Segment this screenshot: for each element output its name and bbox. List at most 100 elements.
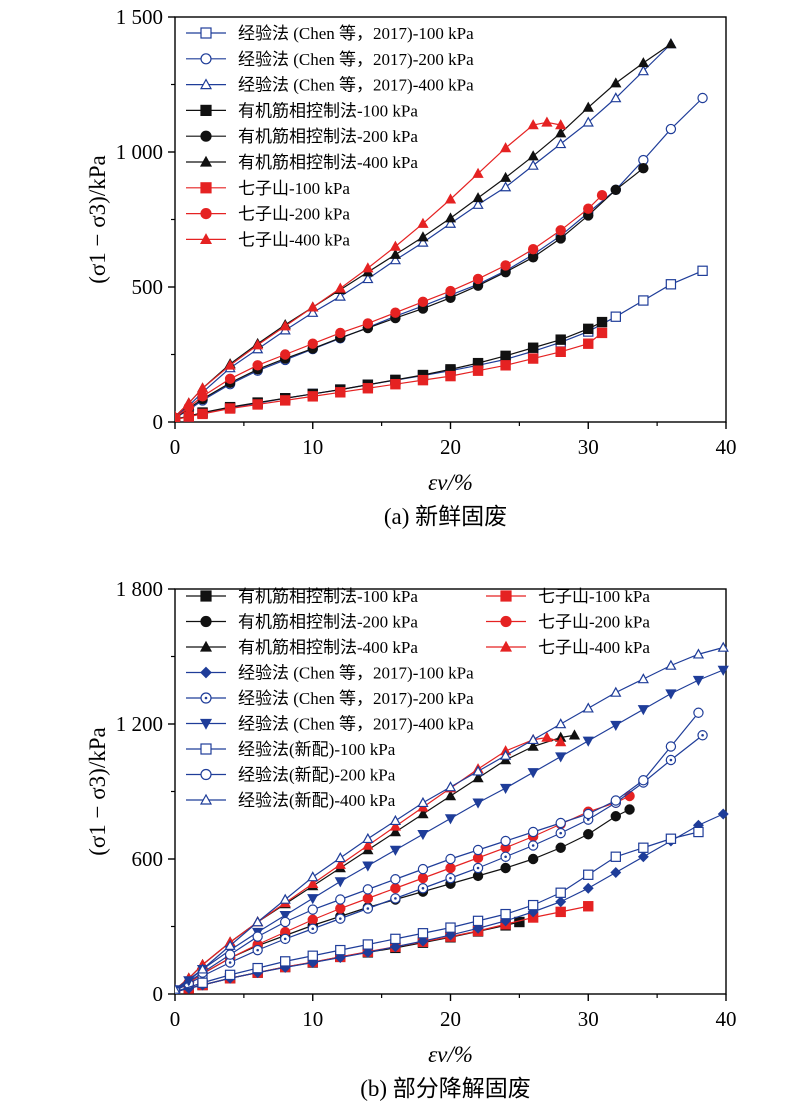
legend-marker <box>199 793 213 805</box>
data-point <box>252 360 263 371</box>
data-point-dot <box>449 876 452 880</box>
legend-label: 七子山-200 kPa <box>238 205 350 224</box>
legend-marker <box>200 53 212 65</box>
data-point <box>334 852 346 863</box>
data-point <box>307 950 318 961</box>
data-point <box>417 374 429 386</box>
data-point <box>224 373 236 384</box>
data-point <box>175 410 181 421</box>
data-point <box>224 939 236 950</box>
data-point-dot <box>421 886 425 890</box>
data-point <box>335 387 346 398</box>
data-point <box>362 839 374 850</box>
data-point <box>637 705 649 716</box>
data-point <box>527 119 539 130</box>
data-point <box>717 665 729 676</box>
x-tick-label: 10 <box>302 435 323 459</box>
data-point <box>389 254 402 265</box>
data-point <box>334 290 346 301</box>
plot-area <box>175 641 729 994</box>
data-point <box>417 863 429 875</box>
legend-marker <box>199 155 213 167</box>
data-point <box>637 673 649 684</box>
data-point <box>362 383 374 394</box>
data-point <box>500 862 511 874</box>
data-point <box>444 193 457 204</box>
data-point <box>252 931 263 942</box>
data-point <box>417 808 429 819</box>
legend-marker <box>200 208 212 220</box>
data-point <box>637 57 649 68</box>
data-point <box>175 983 181 994</box>
data-point <box>555 736 567 747</box>
data-point <box>583 338 594 349</box>
data-point <box>197 408 208 420</box>
legend-label: 有机筋相控制法-200 kPa <box>238 613 418 632</box>
data-point <box>196 963 209 974</box>
data-point <box>472 772 484 783</box>
data-point <box>390 307 401 318</box>
data-point <box>583 323 594 335</box>
data-point <box>472 798 484 809</box>
legend-item: 有机筋相控制法-200 kPa <box>186 127 418 146</box>
data-point <box>390 933 401 945</box>
legend-marker <box>200 130 212 142</box>
y-tick-label: 1 500 <box>116 5 163 29</box>
data-point <box>665 833 677 844</box>
data-point <box>610 867 622 878</box>
series-5 <box>175 162 649 422</box>
data-point <box>362 318 374 329</box>
data-point <box>527 342 539 353</box>
data-point <box>472 167 484 178</box>
data-point <box>472 844 484 856</box>
x-tick-label: 0 <box>170 1007 181 1031</box>
x-tick-label: 30 <box>578 1007 599 1031</box>
x-axis-label: εv/% <box>428 470 473 495</box>
legend-item: 七子山-400 kPa <box>486 638 650 657</box>
chart-caption: (b) 部分降解固废 <box>360 1076 531 1101</box>
data-point <box>279 910 291 922</box>
legend-marker <box>200 27 212 39</box>
data-point <box>307 306 319 317</box>
legend-item: 七子山-100 kPa <box>186 179 350 198</box>
data-point <box>638 295 649 306</box>
data-point <box>717 808 729 820</box>
data-point <box>665 741 677 752</box>
legend-label: 有机筋相控制法-100 kPa <box>238 587 418 606</box>
y-axis-label: (σ1 − σ3)/kPa <box>85 155 110 283</box>
data-point <box>596 327 608 339</box>
legend-label: 经验法(新配)-200 kPa <box>238 766 396 785</box>
data-point <box>417 231 429 242</box>
data-point <box>596 189 608 201</box>
data-point <box>697 92 708 104</box>
data-point <box>665 123 677 135</box>
data-point <box>445 853 456 865</box>
data-point <box>610 92 622 103</box>
data-point-dot <box>283 937 287 941</box>
data-point <box>555 842 566 853</box>
data-point <box>583 203 594 214</box>
data-point <box>568 729 581 740</box>
data-point <box>389 845 402 856</box>
data-point <box>307 877 319 889</box>
data-point <box>624 804 635 815</box>
legend-item: 有机筋相控制法-400 kPa <box>186 638 418 657</box>
data-point <box>527 853 539 865</box>
y-axis-label: (σ1 − σ3)/kPa <box>85 727 110 855</box>
data-point <box>582 101 594 112</box>
x-tick-label: 40 <box>716 435 737 459</box>
data-point <box>183 411 194 422</box>
data-point <box>389 240 402 251</box>
data-point <box>610 720 622 731</box>
data-point-dot <box>339 917 342 920</box>
data-point <box>335 903 346 914</box>
data-point <box>527 150 539 161</box>
legend-label: 七子山-400 kPa <box>538 638 650 657</box>
data-point <box>500 360 511 371</box>
legend-item: 有机筋相控制法-100 kPa <box>186 587 418 606</box>
legend-item: 经验法 (Chen 等，2017)-100 kPa <box>186 24 474 43</box>
data-point <box>417 217 429 228</box>
data-point <box>196 382 209 393</box>
series-10 <box>175 826 704 994</box>
